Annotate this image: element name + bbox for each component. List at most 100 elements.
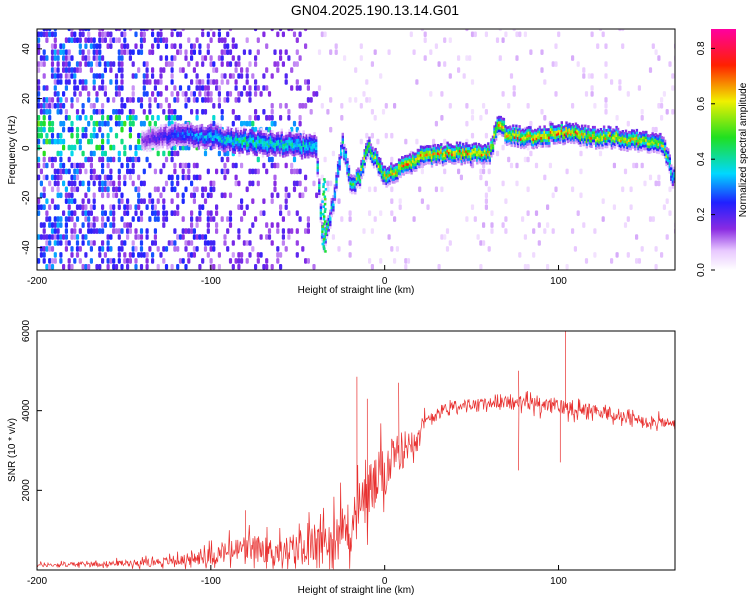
spectrogram-ridge-cell — [559, 135, 562, 139]
spectrogram-cell — [576, 61, 580, 67]
spectrogram-ridge-cell — [386, 172, 390, 176]
spectrogram-ridge-cell — [640, 140, 643, 144]
spectrogram-ridge-cell — [316, 166, 319, 169]
spectrogram-ridge-cell — [250, 143, 254, 146]
spectrogram-cell — [173, 97, 177, 103]
spectrogram-ridge-cell — [188, 124, 191, 128]
spectrogram-ridge-cell — [323, 202, 327, 206]
spectrogram-cell — [78, 49, 82, 55]
spectrogram-ridge-cell — [238, 143, 241, 146]
spectrogram-ridge-cell — [602, 141, 606, 145]
spectrogram-ridge-cell — [200, 132, 204, 135]
spectrogram-cell — [117, 234, 121, 240]
spectrogram-ridge-cell — [482, 153, 485, 157]
spectrogram-ridge-cell — [194, 144, 197, 148]
spectrogram-ridge-cell — [613, 143, 617, 146]
spectrogram-ridge-cell — [335, 175, 338, 178]
spectrogram-cell — [109, 126, 113, 133]
spectrogram-cell — [470, 132, 475, 139]
spectrogram-ridge-cell — [238, 134, 241, 138]
spectrogram-cell — [98, 144, 102, 151]
spectrogram-ridge-cell — [305, 150, 308, 154]
spectrogram-ridge-cell — [671, 183, 675, 186]
spectrogram-cell — [306, 222, 310, 228]
spectrogram-cell — [170, 31, 174, 38]
spectrogram-ridge-cell — [601, 141, 604, 144]
spectrogram-ridge-cell — [304, 147, 307, 151]
spectrogram-cell — [176, 49, 180, 55]
spectrogram-ridge-cell — [322, 235, 325, 238]
spectrogram-ridge-cell — [346, 163, 349, 167]
spectrogram-ridge-cell — [515, 127, 518, 131]
spectrogram-cell — [120, 120, 124, 127]
spectrogram-ridge-cell — [150, 137, 154, 140]
spectrogram-cell — [126, 49, 130, 55]
spectrogram-ridge-cell — [239, 148, 243, 152]
spectrogram-cell — [167, 174, 171, 181]
spectrogram-ridge-cell — [413, 152, 416, 156]
spectrogram-cell — [440, 234, 444, 240]
spectrogram-cell — [270, 156, 274, 163]
spectrogram-cell — [192, 186, 196, 193]
spectrogram-ridge-cell — [241, 134, 244, 138]
spectrogram-ridge-cell — [157, 143, 160, 147]
spectrogram-cell — [59, 156, 63, 163]
spectrogram-cell — [156, 31, 160, 38]
spectrogram-cell — [62, 120, 66, 127]
spectrogram-ridge-cell — [344, 159, 348, 162]
spectrogram-cell — [42, 29, 46, 32]
spectrogram-ridge-cell — [477, 153, 481, 157]
spectrogram-cell — [262, 31, 266, 38]
spectrogram-ridge-cell — [257, 149, 260, 153]
spectrogram-cell — [39, 120, 43, 127]
spectrogram-ridge-cell — [451, 147, 454, 151]
spectrogram-cell — [45, 234, 49, 240]
spectrogram-ridge-cell — [460, 162, 463, 166]
spectrogram-ridge-cell — [565, 137, 568, 141]
spectrogram-cell — [87, 61, 91, 67]
spectrogram-cell — [75, 162, 80, 169]
spectrogram-cell — [62, 91, 66, 97]
spectrogram-cell — [131, 61, 135, 67]
spectrogram-cell — [479, 174, 483, 181]
spectrogram-cell — [537, 240, 541, 246]
spectrogram-ridge-cell — [340, 153, 343, 156]
spectrogram-cell — [265, 85, 269, 91]
spectrogram-ridge-cell — [330, 200, 333, 204]
spectrogram-ridge-cell — [347, 173, 351, 176]
spectrogram-cell — [37, 103, 41, 109]
spectrogram-ridge-cell — [466, 158, 470, 161]
spectrogram-ridge-cell — [457, 157, 460, 161]
spectrogram-ridge-cell — [665, 157, 668, 161]
spectrogram-cell — [198, 85, 202, 91]
spectrogram-ridge-cell — [224, 146, 227, 150]
spectrogram-ridge-cell — [324, 197, 327, 201]
spectrogram-ridge-cell — [332, 203, 335, 207]
spectrogram-ridge-cell — [444, 159, 448, 162]
spectrogram-cell — [92, 49, 96, 55]
spectrogram-cell — [317, 49, 322, 55]
spectrogram-ridge-cell — [343, 152, 346, 155]
spectrogram-ridge-cell — [302, 144, 305, 147]
spectrogram-ridge-cell — [422, 154, 426, 158]
spectrogram-ridge-cell — [574, 125, 578, 128]
spectrogram-cell — [295, 180, 299, 187]
spectrogram-ridge-cell — [142, 134, 146, 138]
spectrogram-x-label: Height of straight line (km) — [298, 285, 415, 296]
spectrogram-ridge-cell — [545, 142, 548, 145]
spectrogram-ridge-cell — [565, 124, 568, 127]
spectrogram-ridge-cell — [421, 159, 424, 163]
spectrogram-ridge-cell — [663, 145, 667, 148]
spectrogram-cell — [192, 174, 196, 181]
spectrogram-cell — [101, 115, 105, 121]
spectrogram-ridge-cell — [174, 127, 177, 130]
spectrogram-cell — [590, 31, 594, 38]
spectrogram-ridge-cell — [205, 140, 208, 144]
spectrogram-cell — [64, 85, 68, 91]
spectrogram-ridge-cell — [498, 132, 501, 135]
spectrogram-ridge-cell — [227, 126, 230, 130]
spectrogram-ridge-cell — [540, 128, 543, 132]
spectrogram-cell — [554, 91, 558, 97]
spectrogram-ridge-cell — [160, 129, 163, 133]
spectrogram-ridge-cell — [546, 133, 549, 137]
